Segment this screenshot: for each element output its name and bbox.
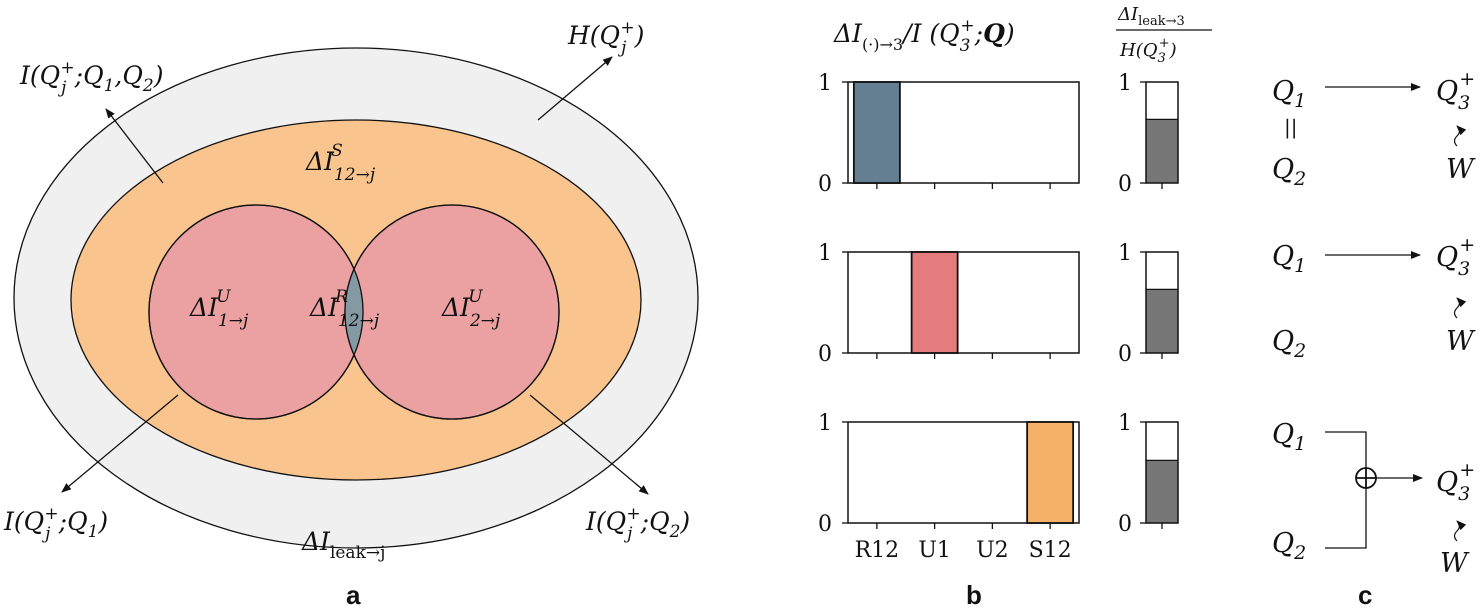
svg-text:Q2: Q2: [1272, 326, 1306, 362]
svg-text:Q3+: Q3+: [1436, 234, 1475, 280]
y-tick-label: 1: [818, 71, 832, 96]
leak-fill: [1146, 460, 1178, 523]
label-entropy: H(Qj+): [567, 18, 644, 58]
svg-text:W: W: [1440, 548, 1470, 579]
panel-label-a: a: [346, 580, 361, 609]
panel-label-c: c: [1358, 580, 1372, 609]
x-tick-label: S12: [1029, 538, 1072, 563]
plot-frame: [847, 81, 1080, 184]
y-tick-label: 0: [1118, 172, 1132, 197]
svg-text:||: ||: [1284, 115, 1297, 140]
y-tick-label: 0: [818, 172, 832, 197]
bar-chart-2: 01: [818, 241, 1080, 367]
arrow-mi-q2: [529, 394, 649, 495]
leak-bar-3: 01: [1118, 411, 1179, 537]
label-mi-q1: I(Qj+;Q1): [3, 504, 108, 544]
label-mi-both: I(Qj+;Q1,Q2): [19, 58, 163, 98]
svg-text:Q2: Q2: [1272, 154, 1306, 190]
svg-text:W: W: [1446, 154, 1476, 185]
plot-frame: [847, 251, 1080, 354]
venn-diagram: H(Qj+) I(Qj+;Q1,Q2) I(Qj+;Q1) I(Qj+;Q2) …: [3, 18, 699, 563]
chart-title-main: ΔI(·)→3/I (Q3+;Q): [833, 16, 1015, 56]
y-tick-label: 1: [1118, 241, 1132, 266]
svg-text:Q2: Q2: [1272, 528, 1306, 564]
y-tick-label: 0: [1118, 512, 1132, 537]
svg-text:Q3+: Q3+: [1436, 68, 1475, 114]
leak-bar-2: 01: [1118, 241, 1179, 367]
svg-text:Q1: Q1: [1272, 419, 1306, 455]
y-tick-label: 1: [1118, 411, 1132, 436]
y-tick-label: 1: [818, 241, 832, 266]
svg-text:Q1: Q1: [1272, 76, 1306, 112]
y-tick-label: 0: [1118, 342, 1132, 367]
x-tick-label: U2: [976, 538, 1009, 563]
panel-label-b: b: [966, 580, 982, 609]
svg-text:Q3+: Q3+: [1436, 459, 1475, 505]
svg-text:H(Q3+): H(Q3+): [1119, 36, 1177, 66]
x-tick-label: U1: [918, 538, 951, 563]
schematic-1: Q1 Q3+ || Q2 W: [1272, 68, 1476, 190]
leak-bar-1: 01: [1118, 71, 1179, 197]
arrow-entropy: [537, 56, 613, 121]
chart-title-leak: ΔIleak→3 H(Q3+): [1116, 4, 1212, 66]
schematic-2: Q1 Q3+ Q2 W: [1272, 234, 1476, 362]
bar-chart-3: R12 U1 U2 S12 0 1: [818, 411, 1080, 563]
leak-fill: [1146, 289, 1178, 353]
svg-text:W: W: [1446, 326, 1476, 357]
y-tick-label: 0: [818, 342, 832, 367]
label-mi-q2: I(Qj+;Q2): [585, 504, 690, 544]
x-tick-label: R12: [855, 538, 900, 563]
bar-u1: [910, 251, 959, 354]
svg-text:ΔI(·)→3/I (Q3+;Q): ΔI(·)→3/I (Q3+;Q): [833, 16, 1015, 56]
leak-fill: [1146, 119, 1178, 183]
bar-chart-1: 01: [818, 71, 1080, 197]
svg-text:Q1: Q1: [1272, 241, 1306, 277]
y-tick-label: 0: [818, 512, 832, 537]
y-tick-label: 1: [1118, 71, 1132, 96]
arrow-mi-q1: [61, 394, 179, 493]
bar-r12: [852, 81, 901, 184]
plot-frame: [847, 421, 1080, 524]
schematic-3: Q1 Q2 Q3+ W: [1272, 419, 1475, 579]
bar-s12: [1026, 421, 1075, 524]
y-tick-label: 1: [818, 411, 832, 436]
svg-text:ΔIleak→3: ΔIleak→3: [1117, 4, 1185, 29]
arrow-mi-both: [105, 108, 164, 184]
